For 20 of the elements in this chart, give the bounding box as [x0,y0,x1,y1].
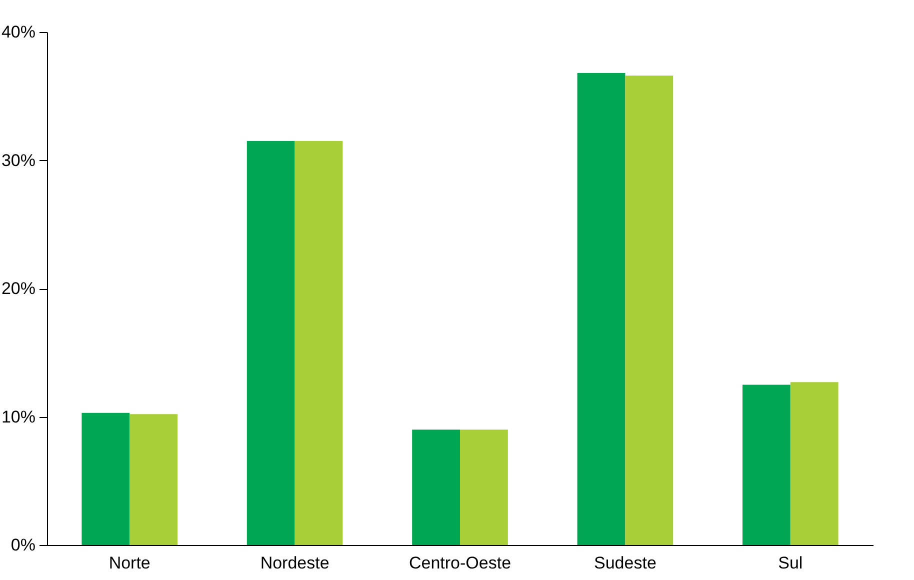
bar [130,414,178,545]
y-tick-label: 40% [1,22,36,42]
y-tick-label: 10% [1,407,36,426]
y-tick-label: 0% [10,536,36,554]
x-tick-label: Norte [108,554,150,572]
y-tick-label: 20% [1,279,36,298]
bar [742,384,790,545]
x-tick-label: Nordeste [260,554,330,572]
bar [625,76,674,545]
bar [412,430,460,545]
bar [246,141,295,545]
bar [294,141,343,545]
bar [82,412,130,545]
y-tick-label: 30% [1,150,36,170]
x-tick-label: Sudeste [594,554,656,572]
bar [577,73,626,545]
bar [790,382,838,545]
x-tick-label: Centro-Oeste [408,554,512,572]
bar [460,430,508,545]
x-tick-label: Sul [778,554,803,572]
